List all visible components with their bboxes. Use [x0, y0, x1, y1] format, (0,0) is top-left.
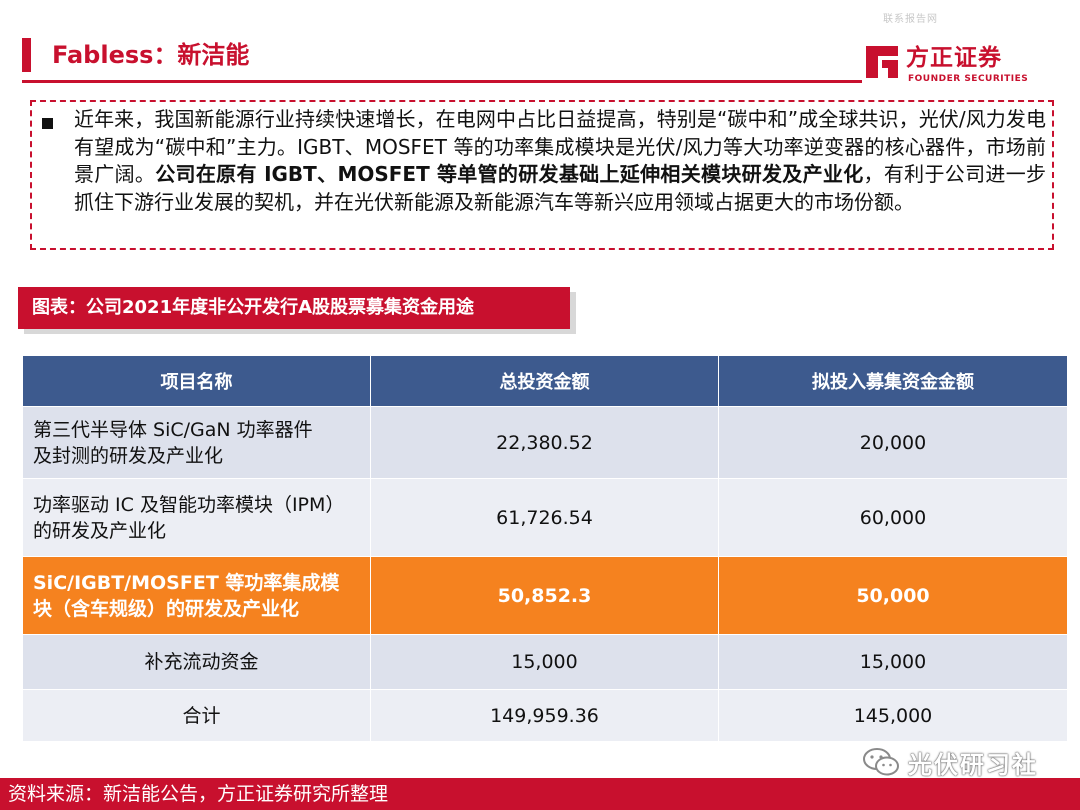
- table-caption: 图表：公司2021年度非公开发行A股股票募集资金用途: [18, 287, 570, 329]
- header-raised-amount: 拟投入募集资金金额: [718, 355, 1068, 407]
- row-raised-amount: 145,000: [718, 689, 1068, 742]
- row-raised-amount: 50,000: [718, 556, 1068, 635]
- row-total-investment: 61,726.54: [370, 478, 719, 557]
- row-name-line1: 功率驱动 IC 及智能功率模块（IPM）: [33, 493, 345, 516]
- header-divider: [22, 80, 1042, 83]
- row-project-name: SiC/IGBT/MOSFET 等功率集成模 块（含车规级）的研发及产业化: [22, 556, 371, 635]
- wechat-watermark: 光伏研习社: [862, 744, 1038, 780]
- row-name-line1: SiC/IGBT/MOSFET 等功率集成模: [33, 571, 340, 594]
- source-note: 资料来源：新洁能公告，方正证券研究所整理: [8, 783, 389, 805]
- logo-english-name: FOUNDER SECURITIES: [908, 74, 1029, 84]
- summary-text-part2: ，有利于公司进一步抓住下游行业发展的契机，并在光伏新能源及新能源汽车等新兴应用领…: [74, 162, 1047, 214]
- title-accent-bar: [22, 38, 31, 72]
- row-name-line1: 第三代半导体 SiC/GaN 功率器件: [33, 418, 313, 441]
- wechat-icon: [863, 748, 899, 776]
- row-total-investment: 22,380.52: [370, 406, 719, 479]
- page-title: Fabless：新洁能: [52, 41, 250, 69]
- footer-bar: [0, 778, 1080, 810]
- row-raised-amount: 15,000: [718, 634, 1068, 690]
- table-row: 功率驱动 IC 及智能功率模块（IPM） 的研发及产业化 61,726.54 60…: [22, 478, 1068, 557]
- bullet-icon: [42, 118, 53, 129]
- row-raised-amount: 20,000: [718, 406, 1068, 479]
- row-project-name: 补充流动资金: [22, 634, 371, 690]
- row-raised-amount: 60,000: [718, 478, 1068, 557]
- row-project-name: 第三代半导体 SiC/GaN 功率器件 及封测的研发及产业化: [22, 406, 371, 479]
- row-name-line2: 及封测的研发及产业化: [33, 444, 224, 467]
- table-row: 补充流动资金 15,000 15,000: [22, 634, 1068, 690]
- row-total-investment: 149,959.36: [370, 689, 719, 742]
- fund-usage-table: 项目名称 总投资金额 拟投入募集资金金额 第三代半导体 SiC/GaN 功率器件…: [22, 355, 1068, 742]
- table-row: 第三代半导体 SiC/GaN 功率器件 及封测的研发及产业化 22,380.52 …: [22, 406, 1068, 479]
- row-total-investment: 50,852.3: [370, 556, 719, 635]
- founder-logo-mark-icon: [866, 46, 898, 78]
- summary-box: 近年来，我国新能源行业持续快速增长，在电网中占比日益提高，特别是“碳中和”成全球…: [30, 100, 1054, 250]
- row-project-name: 合计: [22, 689, 371, 742]
- table-row-total: 合计 149,959.36 145,000: [22, 689, 1068, 742]
- header-total-investment: 总投资金额: [370, 355, 719, 407]
- header-project-name: 项目名称: [22, 355, 371, 407]
- row-name-line2: 的研发及产业化: [33, 519, 167, 542]
- watermark-text: 联系报告网: [883, 14, 938, 25]
- founder-logo: 方正证券 FOUNDER SECURITIES: [862, 44, 1042, 90]
- summary-text-bold: 公司在原有 IGBT、MOSFET 等单管的研发基础上延伸相关模块研发及产业化: [155, 162, 864, 186]
- table-header-row: 项目名称 总投资金额 拟投入募集资金金额: [22, 355, 1068, 407]
- table-row-highlighted: SiC/IGBT/MOSFET 等功率集成模 块（含车规级）的研发及产业化 50,…: [22, 556, 1068, 635]
- row-project-name: 功率驱动 IC 及智能功率模块（IPM） 的研发及产业化: [22, 478, 371, 557]
- row-total-investment: 15,000: [370, 634, 719, 690]
- logo-chinese-name: 方正证券: [906, 45, 1002, 71]
- wechat-account-name: 光伏研习社: [908, 750, 1038, 779]
- summary-paragraph: 近年来，我国新能源行业持续快速增长，在电网中占比日益提高，特别是“碳中和”成全球…: [74, 106, 1046, 216]
- row-name-line2: 块（含车规级）的研发及产业化: [33, 597, 300, 620]
- summary-text-part1: 近年来，我国新能源行业持续快速增长，在电网中占比日益提高，特别是“碳中和”成全球…: [74, 107, 1046, 186]
